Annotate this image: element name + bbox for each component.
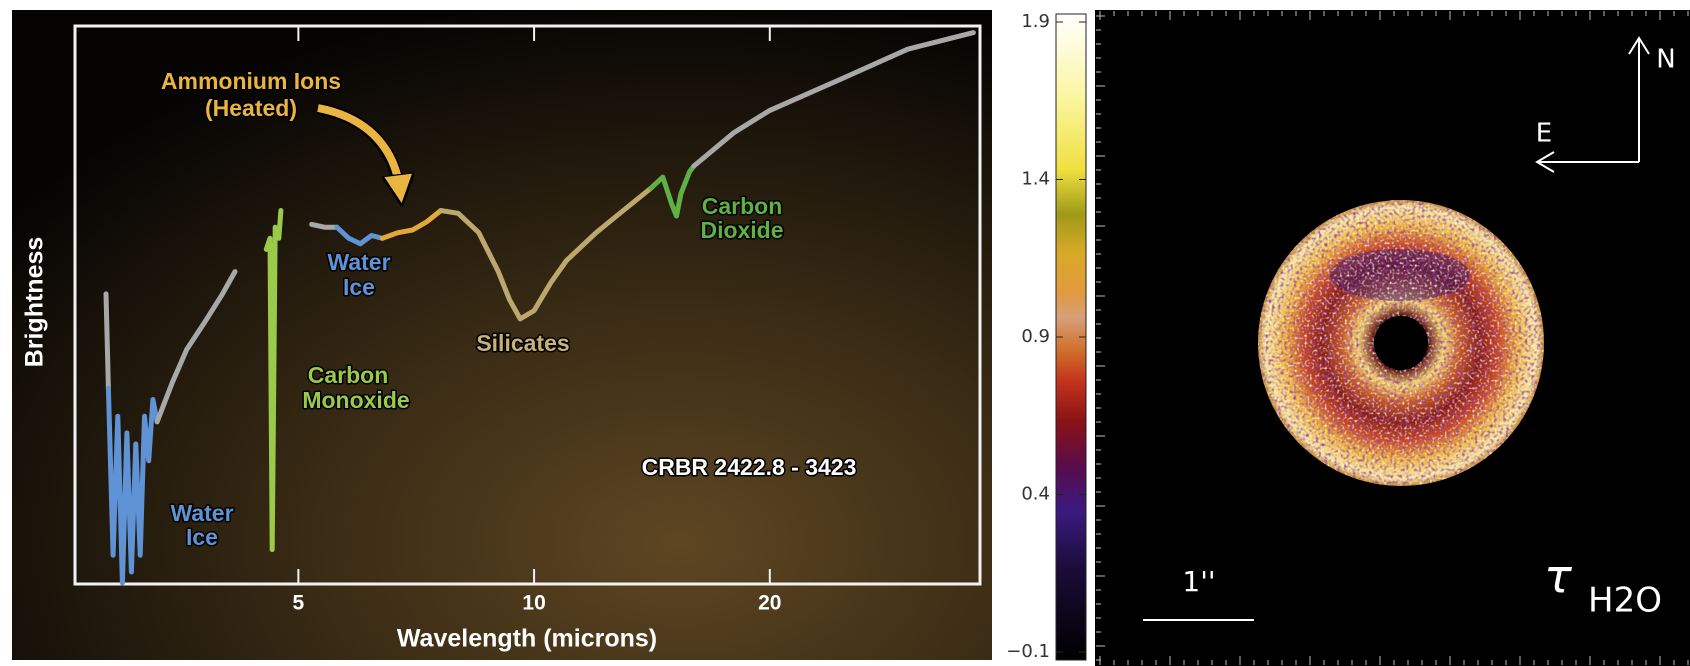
annotation: Ice xyxy=(343,274,375,300)
spectrum-line xyxy=(379,208,444,241)
colorbar-tick-label: −0.1 xyxy=(1006,641,1050,662)
map-frame-ticks xyxy=(1096,11,1689,665)
spectrum-line xyxy=(334,224,385,247)
species-label: H2O xyxy=(1588,581,1662,621)
x-tick-label: 10 xyxy=(522,592,545,615)
spectrum-line xyxy=(309,221,340,230)
north-label: N xyxy=(1656,45,1675,75)
colorbar-tick-label: 0.4 xyxy=(1021,484,1050,505)
annotation: Ice xyxy=(186,524,218,550)
north-arrow-head xyxy=(1628,36,1650,55)
colorbar-tick-label: 0.9 xyxy=(1021,326,1050,347)
x-tick-label: 5 xyxy=(293,592,305,615)
disk-hole xyxy=(1374,316,1428,370)
spectrum-line xyxy=(648,163,697,219)
annotation: Water xyxy=(170,500,233,526)
annotation: Silicates xyxy=(476,330,569,356)
colorbar-layer: −0.1 0.4 0.9 1.4 1.9 xyxy=(1006,11,1087,662)
annotation: CRBR 2422.8 - 3423 xyxy=(642,454,857,480)
annotation-arrow xyxy=(317,104,400,190)
y-axis-title: Brightness xyxy=(21,237,49,368)
spectrum-line xyxy=(691,30,976,169)
plot-frame xyxy=(73,24,982,586)
colorbar-tick-label: 1.4 xyxy=(1021,169,1050,190)
annotation: Monoxide xyxy=(302,387,409,413)
annotation: Carbon xyxy=(702,193,783,219)
east-label: E xyxy=(1536,119,1552,149)
spectrum-line xyxy=(438,185,654,322)
tau-symbol: τ xyxy=(1544,550,1572,604)
colorbar-tick-label: 1.9 xyxy=(1021,11,1050,32)
x-tick-label: 20 xyxy=(758,592,781,615)
spectrum-line xyxy=(105,385,160,586)
annotation: Water xyxy=(327,249,390,275)
annotation: Dioxide xyxy=(700,217,783,243)
scale-bar-label: 1'' xyxy=(1182,565,1215,598)
spectrum-line xyxy=(263,208,284,553)
spectrum-panel xyxy=(12,10,992,660)
annotation: Carbon xyxy=(308,362,389,388)
annotation: (Heated) xyxy=(205,95,297,121)
east-arrow-head xyxy=(1535,151,1555,173)
annotation: Ammonium Ions xyxy=(161,68,341,94)
spectrum-line xyxy=(103,291,111,391)
x-axis-title: Wavelength (microns) xyxy=(397,625,657,653)
spectrum-line xyxy=(154,269,238,425)
